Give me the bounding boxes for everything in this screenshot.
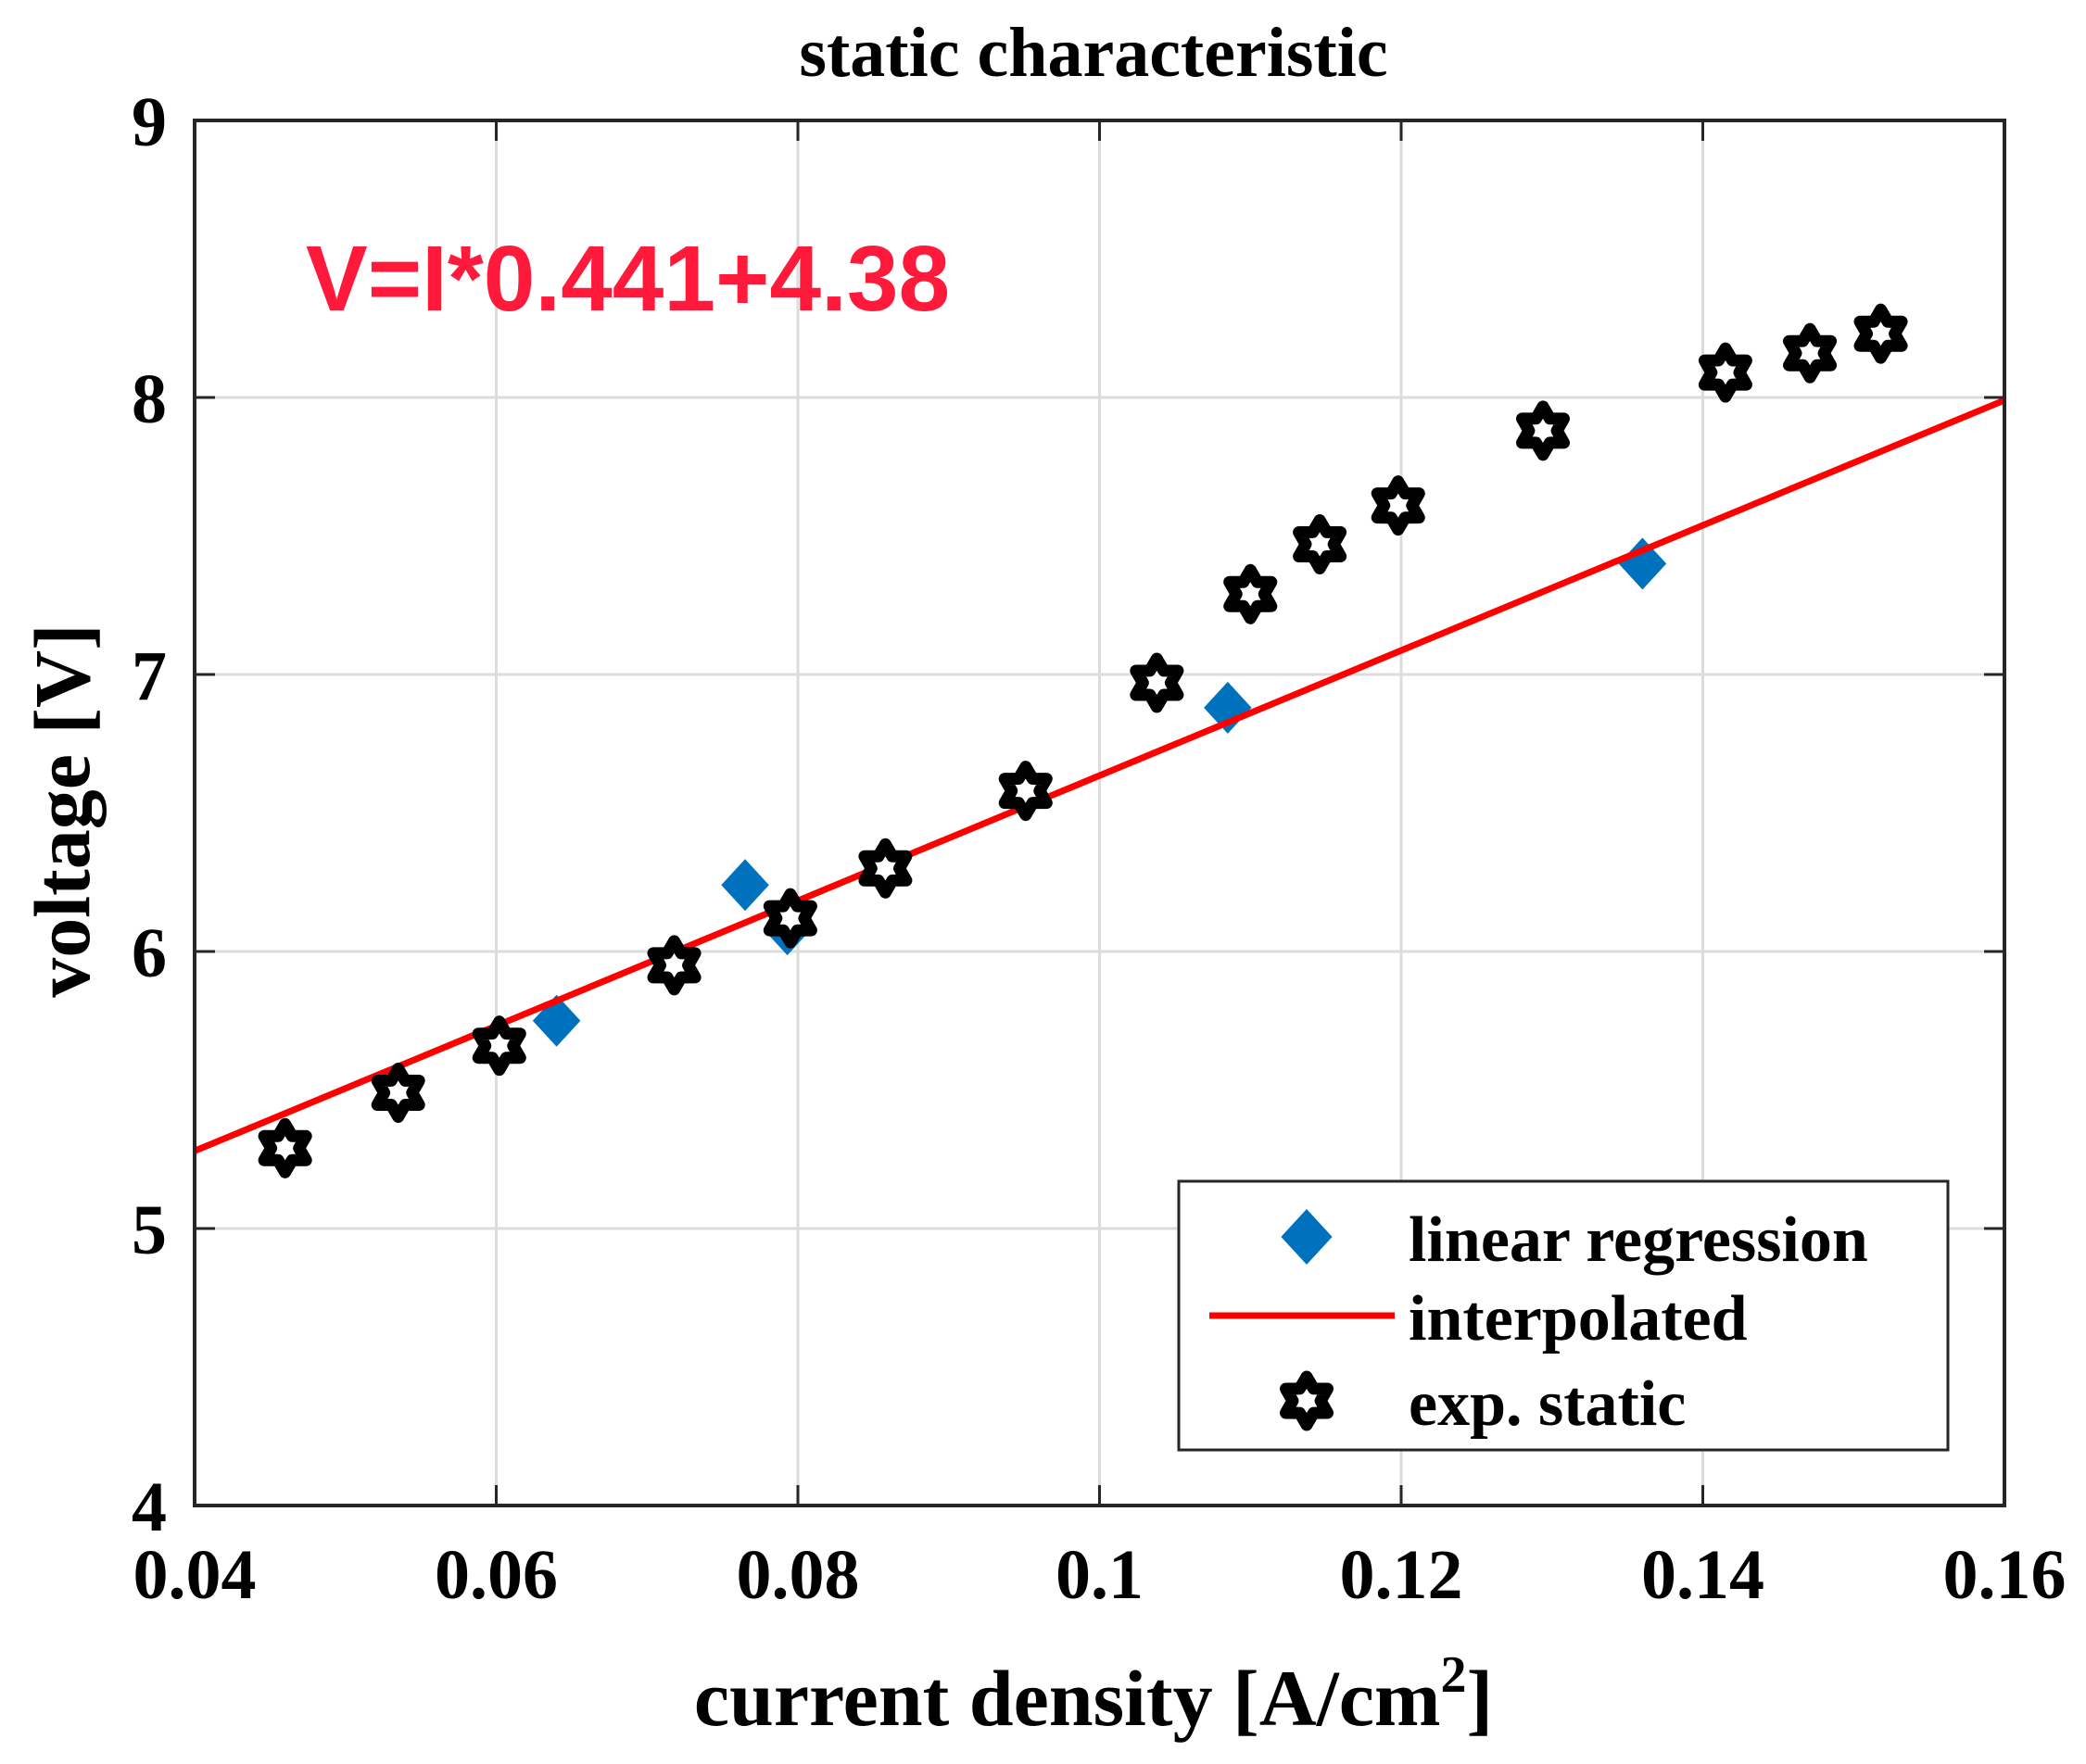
exp-static-point	[1783, 322, 1838, 384]
x-tick-label: 0.14	[1641, 1536, 1764, 1614]
chart-title: static characteristic	[799, 14, 1387, 92]
exp-static-point	[1130, 652, 1184, 713]
legend-label: linear regression	[1409, 1204, 1868, 1276]
x-axis-label: current density [A/cm2]	[694, 1646, 1493, 1743]
exp-static-point	[858, 838, 913, 899]
y-tick-label: 6	[132, 914, 167, 992]
linear-regression-point	[1618, 537, 1667, 590]
x-tick-label: 0.12	[1340, 1536, 1463, 1614]
legend-label: interpolated	[1409, 1283, 1748, 1354]
exp-static-point	[1293, 514, 1347, 574]
exp-static-point	[371, 1063, 425, 1123]
x-tick-label: 0.06	[435, 1536, 558, 1614]
tick-layer: 0.04 0.06 0.08 0.1 0.12 0.14 0.16 4 5 6 7 8 9	[132, 83, 2067, 1614]
legend-label: exp. static	[1409, 1368, 1686, 1440]
x-tick-label: 0.08	[737, 1536, 860, 1614]
x-tick-label: 0.1	[1056, 1536, 1144, 1614]
legend-hexagram-marker	[1280, 1370, 1334, 1431]
regression-equation-annotation: V=I*0.441+4.38	[306, 227, 950, 331]
x-axis-label-suffix: ]	[1467, 1654, 1494, 1743]
x-axis-label-superscript: 2	[1441, 1646, 1467, 1704]
exp-static-point	[1516, 400, 1570, 461]
y-tick-label: 4	[132, 1468, 167, 1546]
exp-static-point	[998, 761, 1053, 822]
exp-static-point	[1698, 342, 1752, 403]
series-layer	[193, 303, 2006, 1178]
y-tick-label: 8	[132, 360, 167, 438]
y-tick-label: 5	[132, 1191, 167, 1269]
y-tick-label: 9	[132, 83, 167, 161]
legend-diamond-marker	[1281, 1209, 1333, 1265]
exp-static-point	[472, 1015, 526, 1077]
exp-static-point	[258, 1117, 312, 1178]
exp-static-point	[763, 888, 817, 949]
exp-static-point	[1853, 303, 1908, 364]
exp-static-point	[647, 935, 702, 996]
exp-static-point	[1223, 563, 1278, 624]
exp-static-point	[1371, 475, 1425, 536]
linear-regression-point	[721, 859, 769, 912]
x-axis-label-main: current density [A/cm	[694, 1654, 1441, 1743]
x-tick-label: 0.04	[133, 1536, 257, 1614]
y-tick-label: 7	[132, 637, 167, 715]
x-tick-label: 0.16	[1943, 1536, 2067, 1614]
y-axis-label: voltage [V]	[18, 624, 107, 998]
